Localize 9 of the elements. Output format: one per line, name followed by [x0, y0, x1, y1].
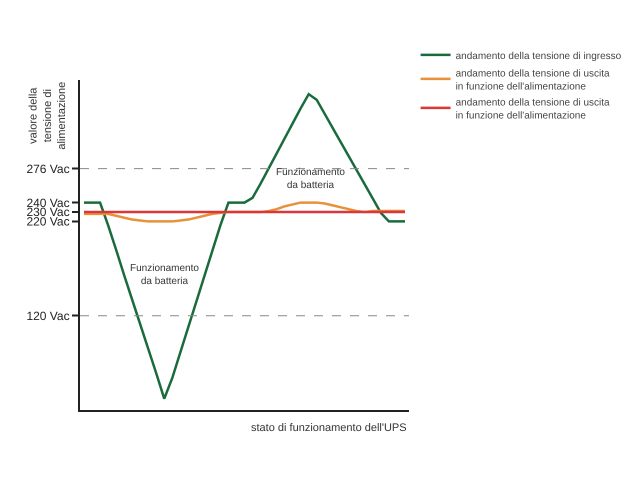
- y-axis-title: valore della tensione di alimentazione: [28, 82, 68, 150]
- legend-label: andamento della tensione di uscita in funzione dell'alimentazione: [456, 97, 610, 122]
- y-tick-label: 276 Vac: [26, 162, 70, 176]
- annotation: Funzionamento da batteria: [276, 167, 346, 191]
- annotation: Funzionamento da batteria: [130, 263, 200, 287]
- line-series: [82, 92, 406, 400]
- y-tick-label: 120 Vac: [26, 308, 70, 323]
- legend-label: andamento della tensione di ingresso: [456, 50, 622, 62]
- x-axis-title: stato di funzionamento dell'UPS: [251, 422, 407, 434]
